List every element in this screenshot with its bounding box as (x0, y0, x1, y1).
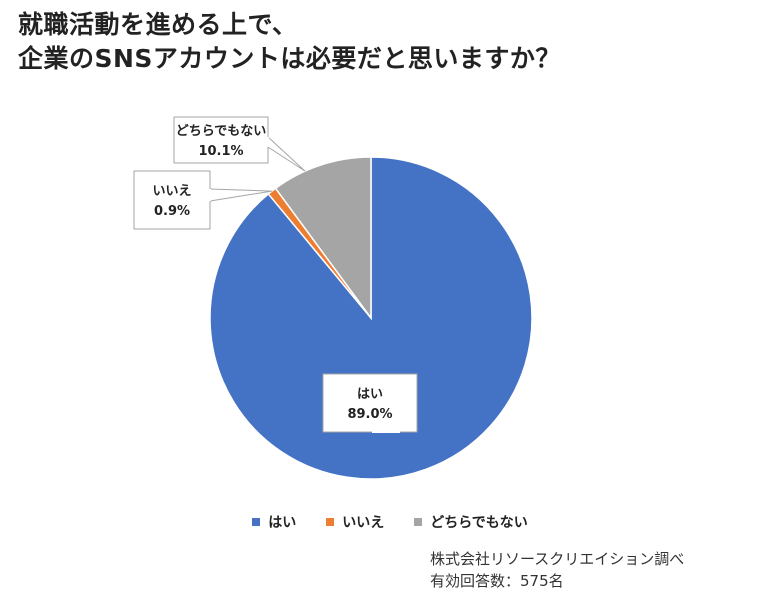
legend-label-neutral: どちらでもない (430, 515, 528, 531)
chart-title-line-1: 就職活動を進める上で、 (18, 10, 298, 39)
legend-label-no: いいえ (342, 515, 385, 531)
data-label-neutral: どちらでもない 10.1% (173, 116, 306, 172)
pie-chart: はい 89.0% いいえ 0.9% どちらでもない 10.1% (133, 116, 533, 480)
data-label-no: いいえ 0.9% (133, 170, 273, 230)
legend-item-no: いいえ (326, 512, 384, 532)
callout-box-no (133, 170, 211, 230)
data-label-yes: はい 89.0% (322, 373, 418, 433)
callout-box-yes (322, 373, 418, 433)
data-label-value-yes: 89.0% (347, 407, 392, 422)
data-label-category-yes: はい (357, 387, 383, 402)
legend-item-neutral: どちらでもない (414, 512, 528, 532)
legend: はい いいえ どちらでもない (0, 512, 780, 532)
legend-swatch-neutral (414, 518, 423, 526)
source-note: 株式会社リソースクリエイション調べ 有効回答数：575名 (430, 548, 684, 592)
legend-swatch-no (326, 518, 335, 526)
data-label-category-no: いいえ (152, 184, 191, 199)
source-line-1: 株式会社リソースクリエイション調べ (430, 550, 685, 568)
legend-label-yes: はい (268, 515, 297, 531)
legend-item-yes: はい (252, 512, 296, 532)
chart-title: 就職活動を進める上で、 企業のSNSアカウントは必要だと思いますか？ (18, 8, 561, 76)
legend-swatch-yes (252, 518, 261, 526)
data-label-category-neutral: どちらでもない (176, 124, 267, 139)
data-label-value-neutral: 10.1% (198, 144, 243, 159)
pie-slice-neutral (274, 156, 372, 321)
chart-title-line-2: 企業のSNSアカウントは必要だと思いますか？ (18, 44, 561, 73)
data-label-value-no: 0.9% (154, 204, 190, 219)
source-line-2: 有効回答数：575名 (430, 572, 564, 590)
callout-pointer-neutral (267, 135, 306, 172)
